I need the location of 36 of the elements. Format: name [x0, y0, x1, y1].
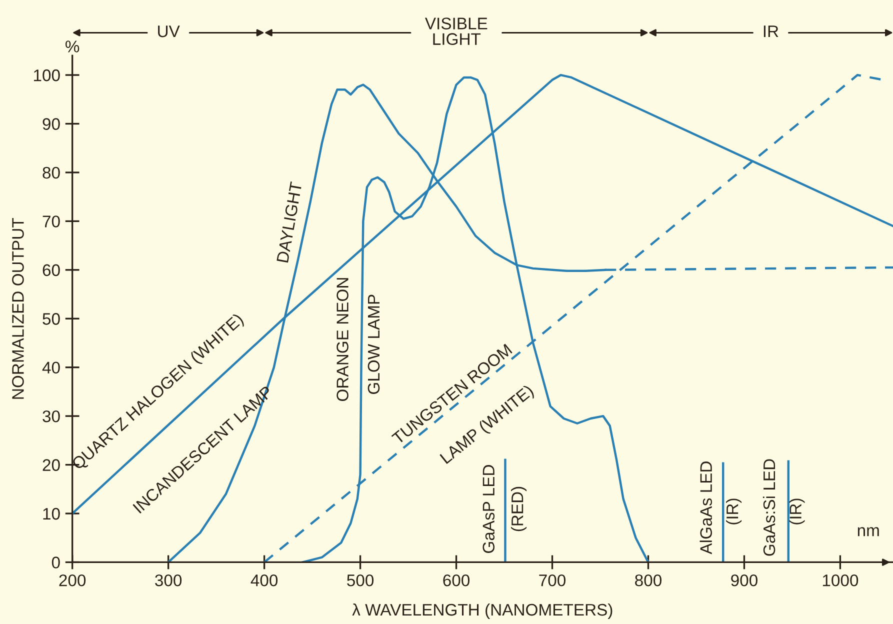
text: %	[66, 40, 80, 52]
annotation: GaAs:Si LED	[762, 459, 776, 556]
x-tick-label: 400	[250, 574, 278, 586]
y-tick-label: 80	[42, 166, 60, 179]
annotation: GaAsP LED	[482, 465, 495, 553]
x-axis-title: λ WAVELENGTH (NANOMETERS)	[352, 603, 612, 619]
x-tick-label: 500	[347, 574, 374, 586]
annotation: (IR)	[789, 498, 805, 524]
y-tick-label: 90	[42, 118, 60, 130]
x-tick-label: 200	[59, 574, 86, 586]
x-tick-label: 600	[443, 574, 470, 586]
annotation: DAYLIGHT	[276, 181, 302, 263]
y-tick-label: 0	[52, 556, 60, 568]
x-tick-label: 900	[731, 574, 758, 586]
y-tick-label: 100	[34, 69, 60, 82]
annotation: nm	[858, 527, 879, 536]
x-tick-label: 1000	[822, 574, 858, 586]
y-axis-title: NORMALIZED OUTPUT	[12, 218, 24, 399]
y-tick-label: 40	[42, 362, 60, 374]
x-tick-label: 800	[635, 574, 662, 586]
y-tick-label: 10	[43, 508, 60, 520]
y-tick-label: 20	[42, 459, 60, 471]
x-tick-label: 300	[155, 574, 182, 586]
text: IR	[764, 26, 778, 38]
annotation: (RED)	[511, 486, 527, 532]
text: VISIBLE LIGHT	[424, 18, 488, 45]
y-tick-label: 50	[42, 313, 60, 325]
y-tick-label: 60	[42, 264, 60, 276]
annotation: ORANGE NEON	[336, 278, 348, 401]
annotation: GLOW LAMP	[368, 294, 380, 394]
text: UV	[158, 26, 180, 38]
x-tick-label: 700	[539, 574, 566, 586]
annotation: AlGaAs LED	[700, 462, 712, 554]
y-tick-label: 30	[42, 410, 60, 422]
y-tick-label: 70	[42, 216, 60, 228]
annotation: (IR)	[726, 498, 742, 524]
